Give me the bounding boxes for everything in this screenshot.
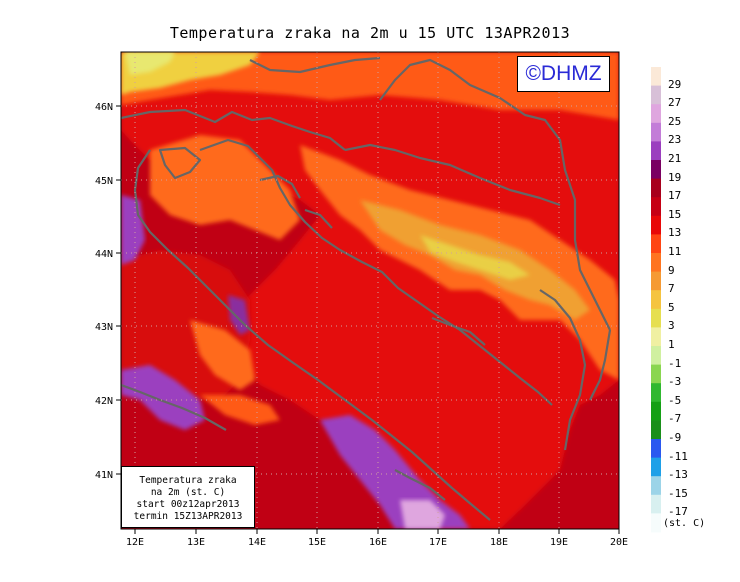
x-tick-label: 16E <box>369 537 387 548</box>
x-tick-label: 14E <box>248 537 266 548</box>
legend-label: -13 <box>668 468 688 482</box>
legend-swatch <box>651 439 661 458</box>
legend-colorbar <box>651 67 661 533</box>
y-tick-labels: 46N 45N 44N 43N 42N 41N <box>95 102 113 481</box>
legend-label: 25 <box>668 114 682 128</box>
legend-swatch <box>651 290 661 310</box>
x-tick-labels: 12E 13E 14E 15E 16E 17E 18E 19E 20E <box>126 537 628 548</box>
x-tick-label: 12E <box>126 537 144 548</box>
istria-orange-area <box>150 135 300 240</box>
x-tick-label: 18E <box>490 537 508 548</box>
legend-swatch <box>651 67 661 86</box>
legend-swatch <box>651 160 661 179</box>
legend-swatch <box>651 104 661 124</box>
temperature-field <box>121 52 619 529</box>
legend-swatch <box>651 420 661 440</box>
coastlines <box>121 56 612 521</box>
gargano-orange-area <box>190 320 255 390</box>
legend-swatch <box>651 364 661 384</box>
legend-swatch <box>651 141 661 161</box>
y-tick-label: 46N <box>95 102 113 113</box>
dhmz-logo: ©DHMZ <box>517 56 610 92</box>
legend-label: -9 <box>668 431 682 444</box>
legend-label: -15 <box>668 486 688 500</box>
legend-swatch <box>651 85 661 105</box>
legend-unit: (st. C) <box>663 518 706 529</box>
apulia-orange-area <box>200 395 280 425</box>
italy-mid-purple-area <box>121 365 205 430</box>
legend-swatch <box>651 122 661 142</box>
x-tick-label: 15E <box>308 537 326 548</box>
dinaric-bright-yellow-area <box>420 235 530 280</box>
legend-swatch <box>651 513 661 533</box>
legend-label: 11 <box>668 245 682 258</box>
north-orange-area <box>121 52 619 120</box>
italy-west-purple-area <box>121 195 145 265</box>
legend-swatch <box>651 234 661 254</box>
info-line: start 00z12apr2013 <box>136 499 240 510</box>
legend-label: 27 <box>668 96 682 110</box>
legend-label: 23 <box>668 133 682 147</box>
map-frame <box>120 51 620 530</box>
y-tick-label: 41N <box>95 470 113 481</box>
legend-swatch <box>651 253 661 272</box>
x-tick-label: 20E <box>610 537 628 548</box>
y-tick-label: 43N <box>95 322 113 333</box>
legend-swatch <box>651 476 661 496</box>
legend-swatch <box>651 308 661 328</box>
legend-label: 15 <box>668 207 682 221</box>
y-tick-label: 45N <box>95 176 113 187</box>
puglia-pink-area <box>400 500 445 529</box>
info-line: termin 15Z13APR2013 <box>133 511 243 522</box>
legend-label: 13 <box>668 226 682 240</box>
legend-label: 21 <box>668 152 682 165</box>
legend-label: 7 <box>668 282 675 296</box>
x-tick-label: 19E <box>550 537 568 548</box>
legend-swatch <box>651 494 661 514</box>
legend-label: -11 <box>668 449 688 463</box>
tick-marks <box>116 105 620 534</box>
legend-label: -3 <box>668 375 682 389</box>
nw-pale-yellow-area <box>125 52 175 75</box>
legend-label: -5 <box>668 393 682 407</box>
legend-swatch <box>651 457 661 477</box>
legend-swatch <box>651 383 661 403</box>
puglia-purple-area <box>320 415 470 529</box>
legend-label: 9 <box>668 263 675 277</box>
legend-label: -17 <box>668 505 688 519</box>
legend-label: 3 <box>668 319 675 333</box>
info-line: na 2m (st. C) <box>150 487 226 498</box>
legend-label: 17 <box>668 189 682 203</box>
legend-swatch <box>651 401 661 421</box>
legend-swatch <box>651 346 661 365</box>
legend-swatch <box>651 178 661 198</box>
legend-swatch <box>651 271 661 291</box>
y-tick-label: 44N <box>95 249 113 260</box>
grid-lines <box>121 52 619 529</box>
legend-label: 5 <box>668 300 675 314</box>
legend-label: 19 <box>668 170 682 184</box>
info-line: Temperatura zraka <box>139 475 237 486</box>
info-box: Temperatura zraka na 2m (st. C) start 00… <box>121 466 255 528</box>
map-title: Temperatura zraka na 2m u 15 UTC 13APR20… <box>169 24 571 42</box>
x-tick-label: 13E <box>187 537 205 548</box>
legend-swatch <box>651 327 661 347</box>
legend-label: -1 <box>668 356 682 370</box>
legend-label: 29 <box>668 77 682 91</box>
legend-swatch <box>651 215 661 235</box>
legend-label: -7 <box>668 412 682 426</box>
legend-label: 1 <box>668 338 675 351</box>
x-tick-label: 17E <box>429 537 447 548</box>
y-tick-label: 42N <box>95 396 113 407</box>
legend-swatch <box>651 197 661 217</box>
